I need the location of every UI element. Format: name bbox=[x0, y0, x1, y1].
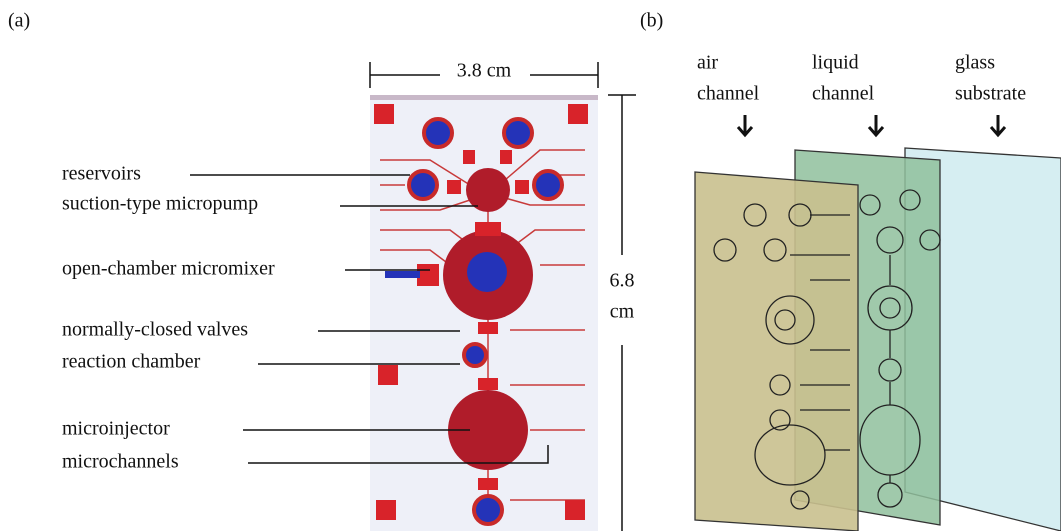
width-label: 3.8 cm bbox=[457, 60, 512, 82]
annotation: reaction chamber bbox=[62, 351, 201, 373]
annotation: open-chamber micromixer bbox=[62, 258, 275, 280]
annotation: suction-type micropump bbox=[62, 193, 258, 215]
arrows bbox=[738, 115, 1005, 135]
height-label: cm bbox=[610, 301, 635, 323]
layer-label: liquid bbox=[812, 52, 859, 74]
annotation: microchannels bbox=[62, 451, 179, 473]
layer-stack bbox=[695, 148, 1061, 531]
height-label: 6.8 bbox=[610, 270, 635, 292]
figure: (a) (b) bbox=[0, 0, 1061, 531]
annotation: reservoirs bbox=[62, 163, 141, 185]
layer-label: air bbox=[697, 52, 718, 74]
layer-label: channel bbox=[812, 83, 875, 105]
layer-label: glass bbox=[955, 52, 995, 74]
chip-photo bbox=[370, 95, 598, 531]
layer-label: channel bbox=[697, 83, 760, 105]
panel-label: (b) bbox=[640, 10, 663, 32]
layer-label: substrate bbox=[955, 83, 1026, 105]
annotation: normally-closed valves bbox=[62, 319, 248, 341]
annotation: microinjector bbox=[62, 418, 170, 440]
panel-label: (a) bbox=[8, 10, 30, 32]
